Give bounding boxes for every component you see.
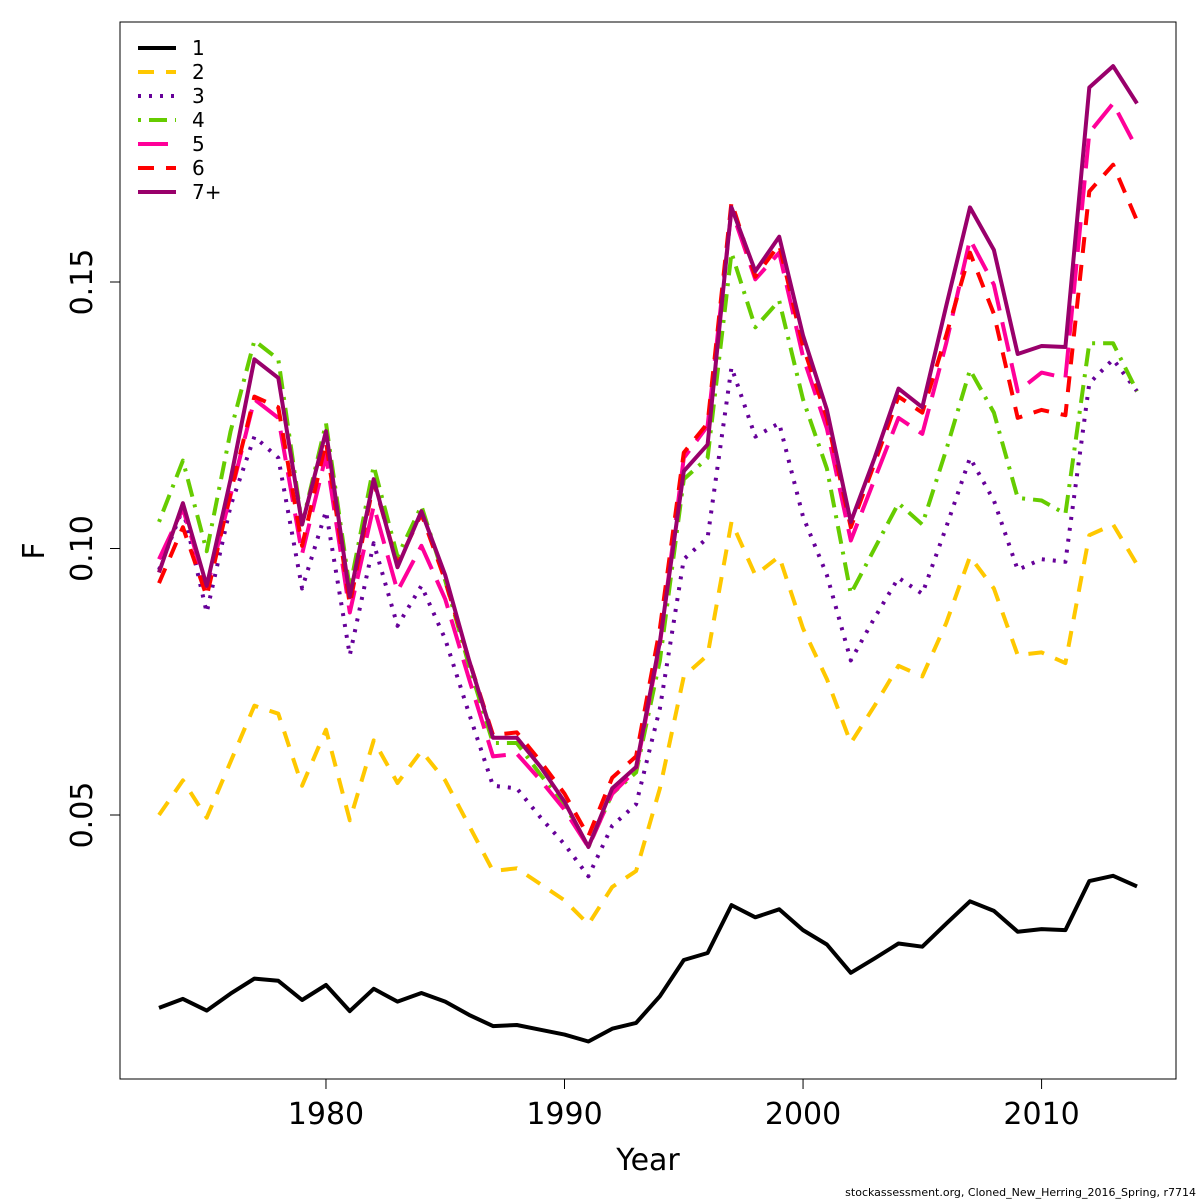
legend-label: 5: [192, 132, 205, 156]
series-line-1: [158, 873, 1138, 1044]
y-tick-label: 0.05: [65, 782, 100, 849]
x-tick-label: 1980: [288, 1097, 364, 1132]
x-axis-title: Year: [615, 1143, 680, 1178]
legend-label: 4: [192, 108, 205, 132]
y-axis: 0.05 0.10 0.15: [65, 249, 121, 849]
x-tick-label: 1990: [526, 1097, 602, 1132]
series-lines: [157, 64, 1139, 1044]
x-tick-label: 2010: [1003, 1097, 1079, 1132]
series-line-2: [157, 519, 1139, 927]
legend-label: 3: [192, 84, 205, 108]
series-line-4: [157, 250, 1139, 849]
caption: stockassessment.org, Cloned_New_Herring_…: [845, 1186, 1196, 1199]
plot-frame: [119, 21, 1177, 1080]
series-line-6: [157, 162, 1139, 839]
x-axis: 1980 1990 2000 2010: [288, 1078, 1080, 1132]
legend-label: 2: [192, 60, 205, 84]
legend-label: 1: [192, 36, 205, 60]
x-tick-label: 2000: [765, 1097, 841, 1132]
y-axis-title: F: [17, 542, 52, 559]
series-line-5: [157, 101, 1139, 849]
legend-label: 7+: [192, 180, 221, 204]
series-line-7plus: [157, 64, 1139, 849]
series-line-3: [157, 357, 1139, 879]
y-tick-label: 0.10: [65, 515, 100, 582]
legend-label: 6: [192, 156, 205, 180]
y-tick-label: 0.15: [65, 249, 100, 316]
